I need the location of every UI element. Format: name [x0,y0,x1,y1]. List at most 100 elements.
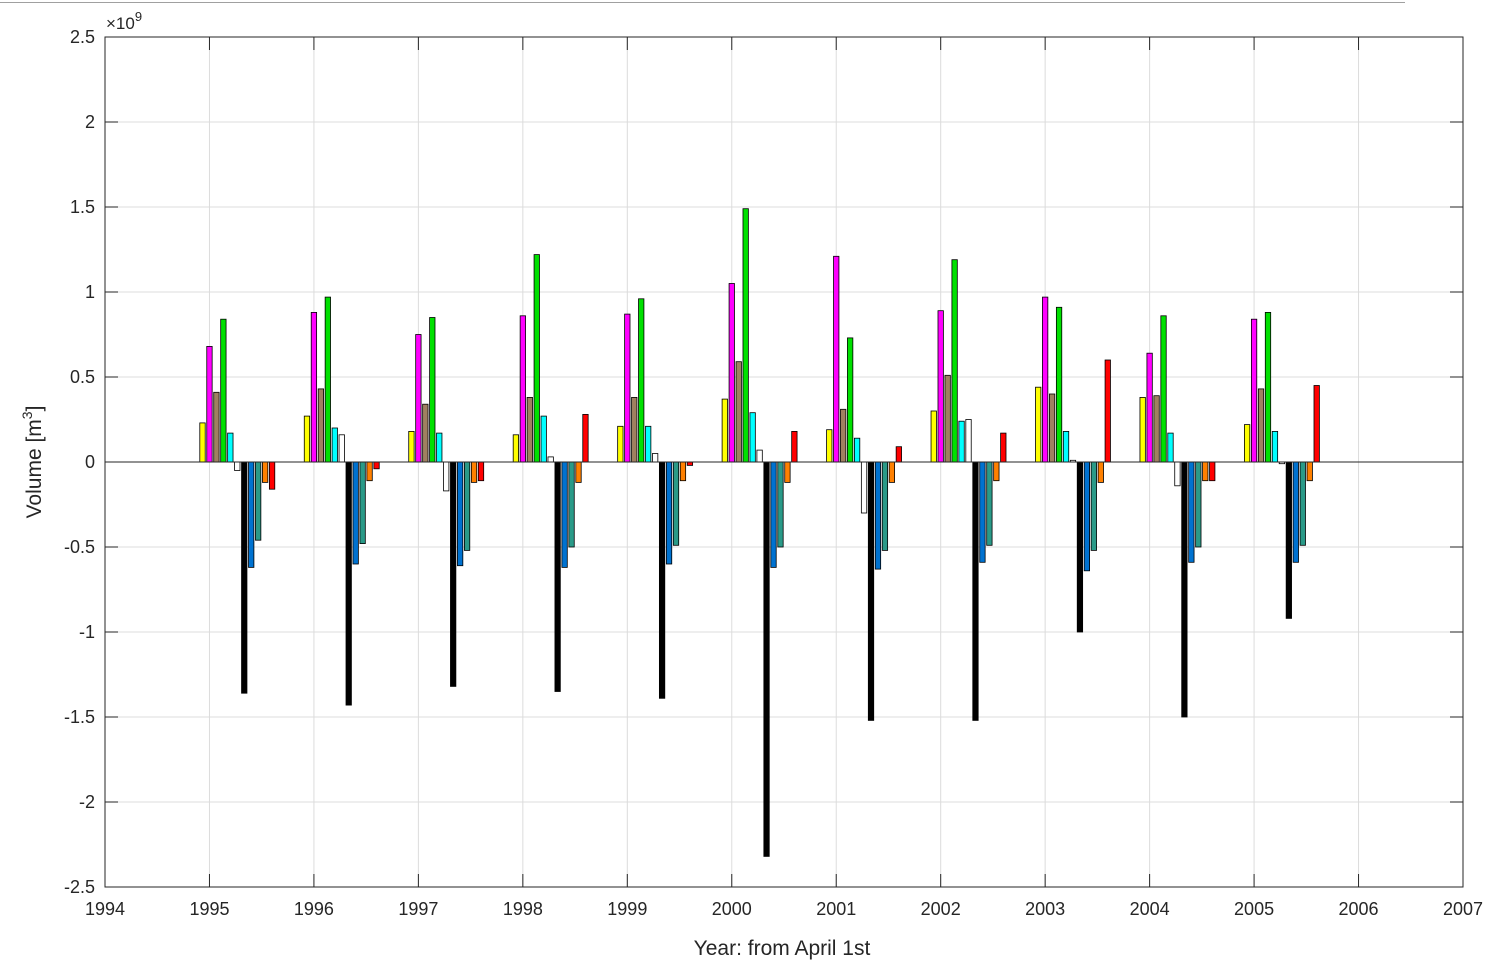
bar [318,389,323,462]
bar [840,409,845,462]
bar [931,411,936,462]
bar [367,462,372,481]
x-tick-label: 2007 [1443,899,1483,919]
bar [1272,431,1277,462]
bar [471,462,476,482]
bar [548,457,553,462]
bar [618,426,623,462]
bar [437,433,442,462]
bar [332,428,337,462]
bar [409,431,414,462]
bar [847,338,852,462]
bar [659,462,664,698]
bar [868,462,873,720]
bar [1175,462,1180,486]
bar [1063,431,1068,462]
y-tick-label: 2.5 [70,27,95,47]
bar [1077,462,1082,632]
bar [1140,397,1145,462]
y-tick-label: -0.5 [64,537,95,557]
bar [1042,297,1047,462]
bar [1161,316,1166,462]
bar [520,316,525,462]
bar [632,397,637,462]
y-tick-label: -1.5 [64,707,95,727]
bar [1154,396,1159,462]
bar [938,311,943,462]
bar [1244,425,1249,462]
bar [1105,360,1110,462]
bar [764,462,769,856]
bar [450,462,455,686]
bar [374,462,379,469]
y-tick-label: -2 [79,792,95,812]
bar [987,462,992,545]
bar [861,462,866,513]
bar [1091,462,1096,550]
y-tick-labels: 2.521.510.50-0.5-1-1.5-2-2.5 [64,27,95,897]
bar [792,431,797,462]
bar [666,462,671,564]
bar [757,450,762,462]
bar [1265,312,1270,462]
y-tick-label: 0.5 [70,367,95,387]
bar [255,462,260,540]
bar [221,319,226,462]
x-tick-label: 1997 [398,899,438,919]
bar [743,209,748,462]
x-tick-label: 2001 [816,899,856,919]
bar [360,462,365,544]
bar [513,435,518,462]
bar [980,462,985,562]
x-tick-label: 2004 [1130,899,1170,919]
bar [1056,307,1061,462]
bar [214,392,219,462]
bar [875,462,880,569]
bar [750,413,755,462]
bar [785,462,790,482]
x-axis-title: Year: from April 1st [694,937,871,960]
bar [430,318,435,463]
bar [778,462,783,547]
bar [827,430,832,462]
bar [994,462,999,481]
bar [1084,462,1089,571]
bar [569,462,574,547]
y-axis-title: Volume [m3] [19,406,46,519]
bar [555,462,560,692]
bar [444,462,449,491]
bar [680,462,685,481]
bar [854,438,859,462]
bar [1203,462,1208,481]
bar [576,462,581,482]
bar [1049,394,1054,462]
x-tick-labels: 1994 1995 1996 1997 1998 1999 2000 2001 2002 2003… [85,899,1483,919]
bar [464,462,469,550]
bar [1036,387,1041,462]
bar [896,447,901,462]
x-tick-label: 2005 [1234,899,1274,919]
y-tick-label: -2.5 [64,877,95,897]
bar [1258,389,1263,462]
bar [527,397,532,462]
bar [966,420,971,463]
bar [457,462,462,566]
bar [269,462,274,489]
bar [652,454,657,463]
bar [1307,462,1312,481]
bar [1300,462,1305,545]
bar [242,462,247,693]
bar [541,416,546,462]
x-tick-label: 2000 [712,899,752,919]
bar [771,462,776,567]
x-tick-label: 2003 [1025,899,1065,919]
bar [1168,433,1173,462]
bar [325,297,330,462]
bar [1251,319,1256,462]
x-tick-label: 1999 [607,899,647,919]
bar [945,375,950,462]
bar [562,462,567,567]
bar [645,426,650,462]
bar [416,335,421,463]
